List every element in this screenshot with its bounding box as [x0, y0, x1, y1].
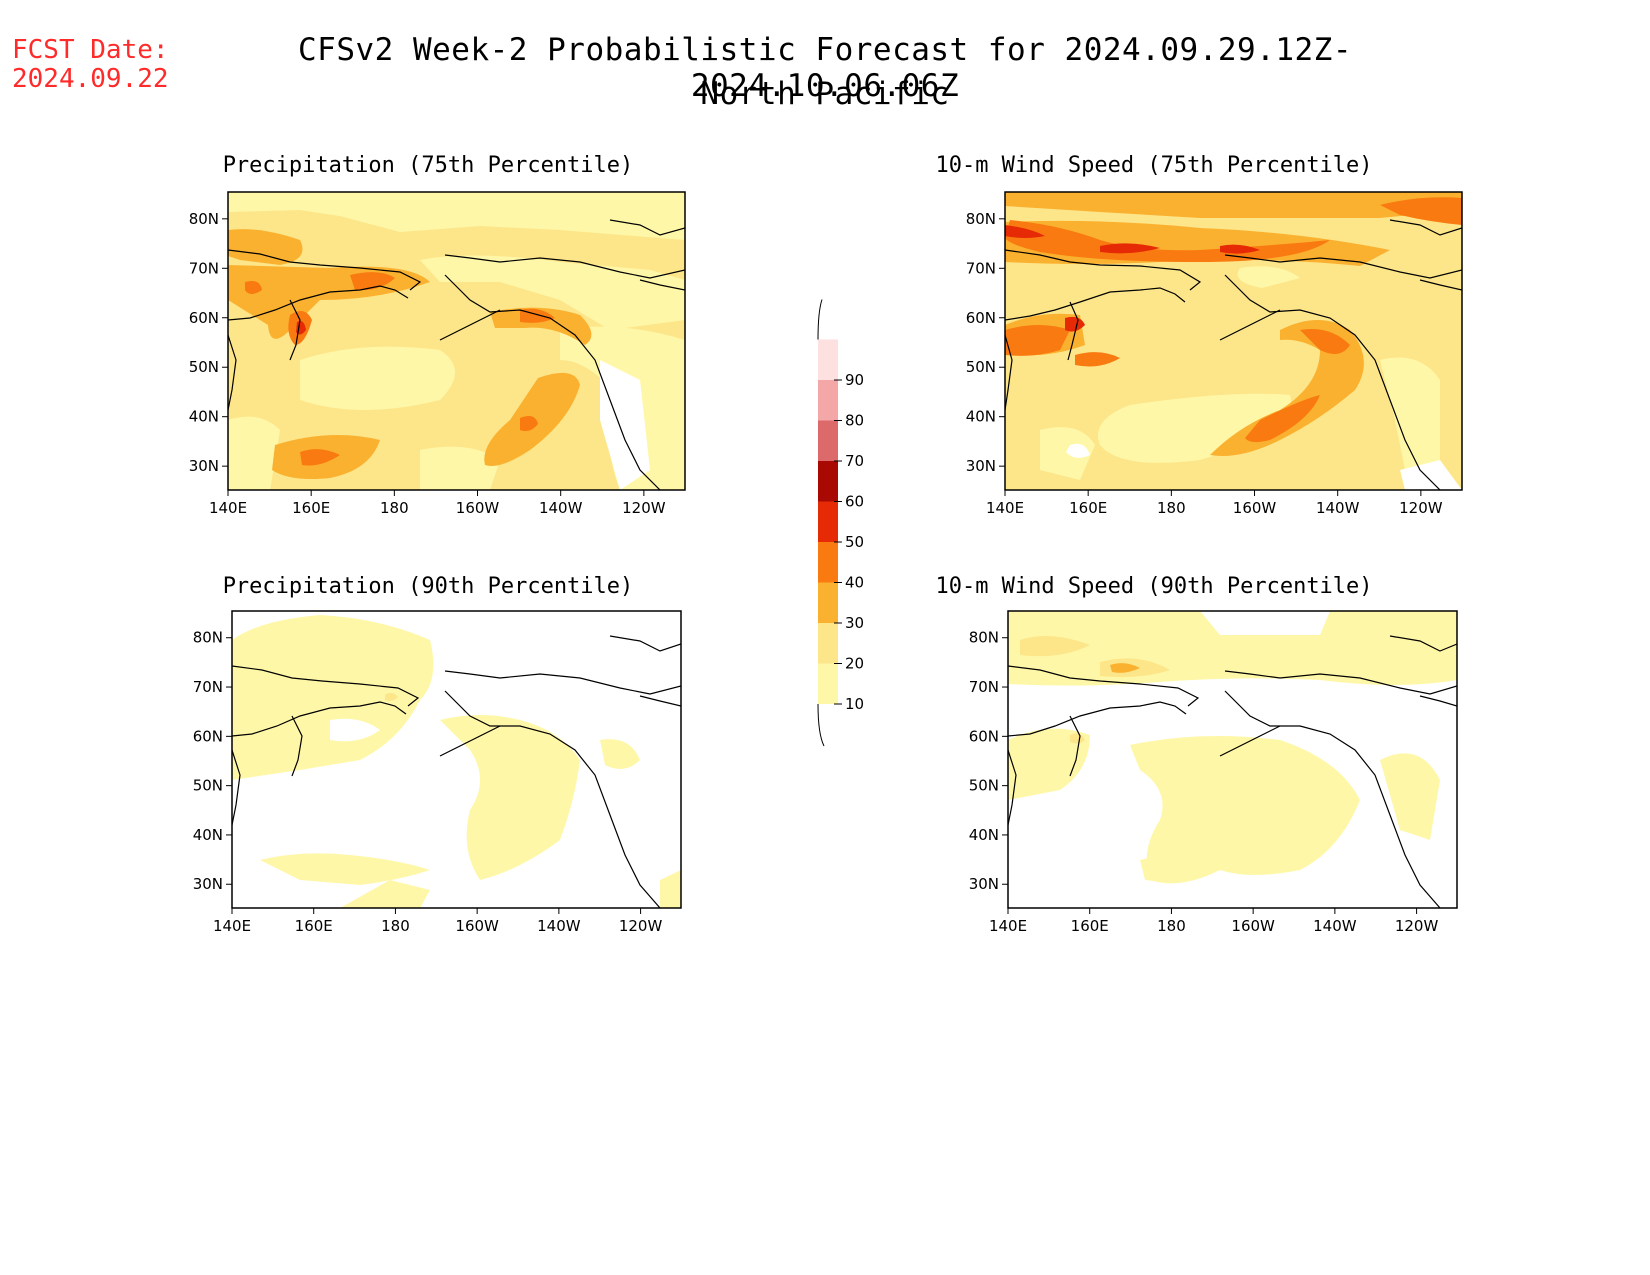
page-title: CFSv2 Week-2 Probabilistic Forecast for … [298, 32, 1352, 104]
lon-label-160e: 160E [1071, 917, 1109, 935]
coastlines [228, 219, 1462, 908]
lat-label-40n: 40N [969, 826, 999, 844]
map-panel-wind75 [1005, 192, 1462, 490]
forecast-date: FCST Date: 2024.09.22 [12, 36, 169, 94]
colorbar-label-30: 30 [845, 614, 864, 632]
lon-label-160w: 160W [1231, 917, 1275, 935]
lon-label-140e: 140E [989, 917, 1027, 935]
lon-label-120w: 120W [619, 917, 663, 935]
lon-label-120w: 120W [1399, 499, 1443, 517]
lat-label-70n: 70N [193, 678, 223, 696]
lat-label-70n: 70N [966, 259, 996, 277]
colorbar-swatch [818, 623, 838, 664]
map-frame-precip90 [231, 610, 682, 909]
lat-label-40n: 40N [966, 408, 996, 426]
lon-label-160e: 160E [295, 917, 333, 935]
lon-label-140e: 140E [213, 917, 251, 935]
colorbar-label-50: 50 [845, 533, 864, 551]
colorbar: 10 20 30 40 50 60 70 80 90 [817, 299, 864, 747]
lon-label-160e: 160E [1069, 499, 1107, 517]
lat-label-80n: 80N [189, 210, 219, 228]
lon-label-120w: 120W [622, 499, 666, 517]
map-frame-precip75 [227, 191, 686, 491]
lon-label-180: 180 [1157, 499, 1186, 517]
lon-label-120w: 120W [1395, 917, 1439, 935]
colorbar-swatch [818, 339, 838, 380]
colorbar-swatch [818, 461, 838, 502]
lat-label-80n: 80N [193, 629, 223, 647]
forecast-date-value: 2024.09.22 [12, 64, 169, 94]
colorbar-swatch [818, 542, 838, 583]
colorbar-label-60: 60 [845, 493, 864, 511]
lat-label-30n: 30N [966, 457, 996, 475]
lat-label-80n: 80N [966, 210, 996, 228]
lon-label-180: 180 [381, 917, 410, 935]
lon-label-140w: 140W [1316, 499, 1360, 517]
lat-label-80n: 80N [969, 629, 999, 647]
lat-label-60n: 60N [193, 727, 223, 745]
lon-label-160w: 160W [456, 499, 500, 517]
lat-label-60n: 60N [189, 309, 219, 327]
colorbar-swatch [818, 420, 838, 461]
lat-label-70n: 70N [969, 678, 999, 696]
colorbar-label-40: 40 [845, 574, 864, 592]
panel-title-precip75: Precipitation (75th Percentile) [222, 153, 634, 178]
colorbar-label-10: 10 [845, 695, 864, 713]
colorbar-swatch [818, 501, 838, 542]
lat-label-50n: 50N [966, 358, 996, 376]
lat-label-70n: 70N [189, 259, 219, 277]
colorbar-label-70: 70 [845, 452, 864, 470]
colorbar-label-20: 20 [845, 655, 864, 673]
lon-label-140w: 140W [537, 917, 581, 935]
map-panel-precip75 [228, 192, 685, 490]
lat-label-30n: 30N [193, 875, 223, 893]
forecast-date-label: FCST Date: [12, 35, 169, 65]
map-panel-precip90 [232, 611, 681, 908]
colorbar-swatch [818, 582, 838, 623]
panel-title-precip90: Precipitation (90th Percentile) [222, 574, 634, 599]
region-subtitle: North Pacific [700, 76, 950, 112]
lon-label-160w: 160W [455, 917, 499, 935]
lon-label-140w: 140W [1313, 917, 1357, 935]
colorbar-swatch [818, 380, 838, 421]
lat-label-30n: 30N [969, 875, 999, 893]
map-panel-wind90 [1008, 611, 1457, 908]
lon-label-160w: 160W [1233, 499, 1277, 517]
colorbar-bottom-tip [817, 703, 825, 747]
map-frame-wind75 [1004, 191, 1463, 491]
lon-label-140e: 140E [986, 499, 1024, 517]
lon-label-180: 180 [380, 499, 409, 517]
lat-label-50n: 50N [193, 777, 223, 795]
lat-label-60n: 60N [966, 309, 996, 327]
colorbar-label-80: 80 [845, 412, 864, 430]
lat-label-50n: 50N [969, 777, 999, 795]
panel-title-wind90: 10-m Wind Speed (90th Percentile) [935, 574, 1373, 599]
colorbar-top-tip [817, 299, 823, 340]
map-frame-wind90 [1007, 610, 1458, 909]
panel-title-wind75: 10-m Wind Speed (75th Percentile) [935, 153, 1373, 178]
colorbar-swatch [818, 663, 838, 704]
lon-label-140e: 140E [209, 499, 247, 517]
axes-layer: 80N 70N 60N 50N 40N 30N 140E 160E 180 160W 140W 120… [189, 210, 1443, 935]
lat-label-50n: 50N [189, 358, 219, 376]
lat-label-40n: 40N [189, 408, 219, 426]
lat-label-30n: 30N [189, 457, 219, 475]
lat-label-60n: 60N [969, 727, 999, 745]
lon-label-160e: 160E [292, 499, 330, 517]
lon-label-180: 180 [1157, 917, 1186, 935]
lon-label-140w: 140W [539, 499, 583, 517]
colorbar-label-90: 90 [845, 371, 864, 389]
lat-label-40n: 40N [193, 826, 223, 844]
